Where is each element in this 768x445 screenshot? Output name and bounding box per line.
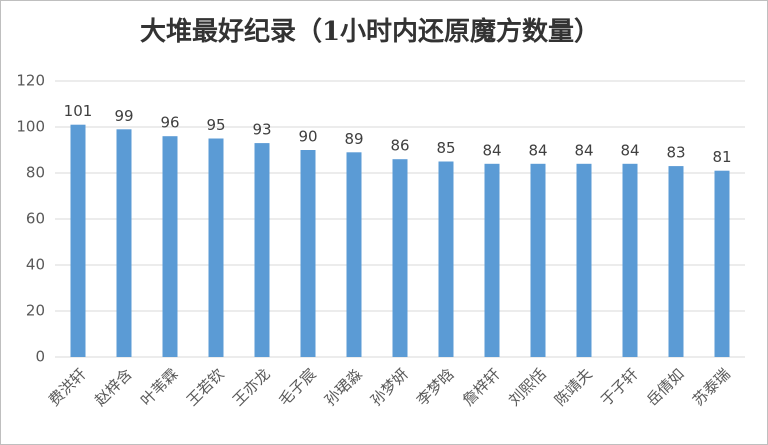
value-label: 99 — [114, 107, 133, 125]
bar — [576, 163, 592, 357]
y-tick-label: 0 — [35, 348, 45, 366]
value-label: 84 — [482, 141, 501, 159]
y-tick-label: 100 — [16, 118, 45, 136]
value-label: 85 — [436, 139, 455, 157]
y-tick-label: 20 — [26, 302, 45, 320]
bar — [254, 143, 270, 357]
bar — [208, 138, 224, 357]
bar — [116, 129, 132, 357]
y-tick-label: 80 — [26, 164, 45, 182]
value-label: 83 — [666, 144, 685, 162]
value-label: 81 — [712, 148, 731, 166]
value-label: 84 — [620, 141, 639, 159]
bar — [392, 159, 408, 357]
chart-title: 大堆最好纪录（1小时内还原魔方数量） — [140, 16, 600, 47]
bar — [668, 166, 684, 357]
bar — [346, 152, 362, 357]
y-tick-label: 40 — [26, 256, 45, 274]
bar — [70, 124, 86, 357]
y-tick-label: 60 — [26, 210, 45, 228]
bar — [300, 150, 316, 357]
value-label: 86 — [390, 137, 409, 155]
value-label: 93 — [252, 121, 271, 139]
value-label: 95 — [206, 116, 225, 134]
bar — [162, 136, 178, 357]
bar — [622, 163, 638, 357]
value-label: 101 — [64, 102, 93, 120]
bar — [438, 161, 454, 357]
value-label: 84 — [574, 141, 593, 159]
value-label: 84 — [528, 141, 547, 159]
value-label: 90 — [298, 128, 317, 146]
value-label: 89 — [344, 130, 363, 148]
bar — [530, 163, 546, 357]
y-tick-label: 120 — [16, 72, 45, 90]
bar — [484, 163, 500, 357]
bar — [714, 170, 730, 357]
value-label: 96 — [160, 114, 179, 132]
